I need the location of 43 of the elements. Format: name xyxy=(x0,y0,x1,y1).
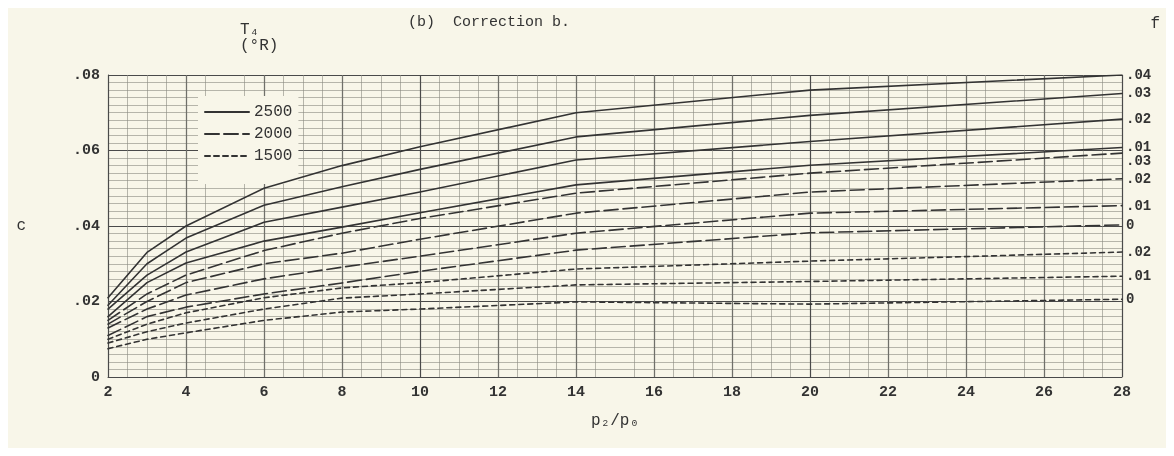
legend-label: 2500 xyxy=(254,103,293,121)
line-series xyxy=(107,251,1123,341)
legend-label: 1500 xyxy=(254,147,293,165)
x-tick-label: 14 xyxy=(566,384,586,401)
x-axis-title: p₂/p₀ xyxy=(590,412,640,430)
x-tick-label: 6 xyxy=(259,384,269,401)
x-tick-label: 2 xyxy=(103,384,113,401)
x-tick-label: 12 xyxy=(488,384,508,401)
text: .04 xyxy=(1126,67,1152,83)
x-tick-label: 18 xyxy=(722,384,742,401)
x-tick-label: 28 xyxy=(1112,384,1132,401)
x-tick-label: 22 xyxy=(878,384,898,401)
legend-label: 2000 xyxy=(254,125,293,143)
text: .01 xyxy=(1126,139,1152,156)
y-tick-label: .04 xyxy=(72,217,100,235)
x-tick-label: 10 xyxy=(410,384,430,401)
x-tick-label: 26 xyxy=(1034,384,1054,401)
line-series xyxy=(107,204,1123,329)
text: .03 xyxy=(1126,85,1152,102)
line-series xyxy=(107,275,1123,344)
line-series xyxy=(107,178,1123,325)
text: .02 xyxy=(1126,244,1152,261)
text: .02 xyxy=(1126,111,1152,128)
y-tick-label: .02 xyxy=(72,293,100,310)
x-tick-label: 24 xyxy=(956,384,976,401)
y-tick-label: .06 xyxy=(72,142,100,159)
text: .01 xyxy=(1126,197,1152,214)
x-tick-label: 8 xyxy=(337,384,347,401)
x-tick-label: 4 xyxy=(181,384,191,401)
text: .02 xyxy=(1126,170,1152,187)
text: 0 xyxy=(1126,216,1135,233)
line-series xyxy=(107,298,1123,350)
chart-title: (b) Correction b. xyxy=(408,14,571,31)
y-tick-label: 0 xyxy=(90,368,100,386)
legend-title: T₄ (°R) xyxy=(240,21,279,55)
y-tick-label: .08 xyxy=(72,66,100,84)
text: f xyxy=(1150,15,1161,33)
text: 0 xyxy=(1126,291,1135,308)
x-tick-label: 20 xyxy=(800,384,820,401)
x-tick-label: 16 xyxy=(644,384,664,401)
y-axis-title: c xyxy=(16,217,26,235)
text: .03 xyxy=(1126,153,1152,170)
text: .01 xyxy=(1126,268,1152,285)
